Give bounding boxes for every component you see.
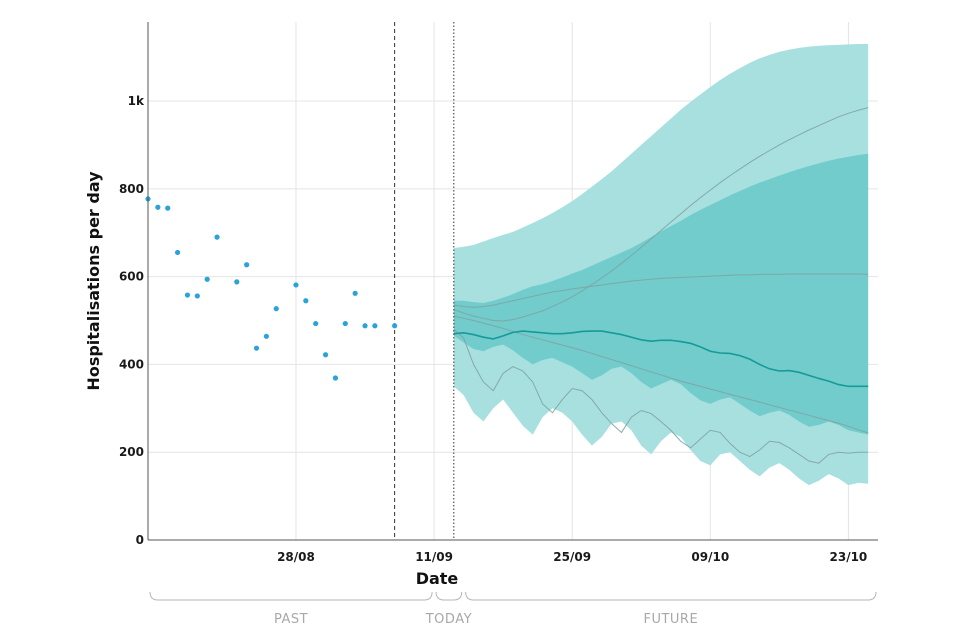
reference-lines [394, 22, 455, 540]
x-axis-title: Date [416, 569, 459, 588]
y-tick-label: 600 [119, 270, 144, 284]
y-tick-label: 0 [136, 533, 144, 547]
observed-point [174, 249, 181, 256]
observed-point [165, 205, 171, 211]
period-brace [149, 591, 433, 601]
observed-point [253, 345, 260, 351]
scenario-lower-line [453, 328, 869, 464]
observed-point [392, 323, 398, 329]
scenario-high-line [453, 107, 869, 322]
scenario-mid-line [453, 273, 869, 308]
observed-point [342, 320, 348, 327]
observed-points [145, 196, 398, 381]
period-brace [465, 591, 877, 601]
observed-point [234, 279, 240, 285]
x-tick-label: 25/09 [553, 550, 591, 564]
observed-point [244, 262, 250, 268]
tick-labels: 0 200 400 600 800 1k 28/08 11/09 25/09 09/10 23/10 [119, 94, 867, 564]
period-label: TODAY [425, 612, 472, 627]
observed-point [273, 306, 279, 312]
observed-point [293, 282, 299, 288]
inner-uncertainty-band [453, 153, 869, 435]
x-tick-label: 23/10 [830, 550, 868, 564]
observed-point [194, 293, 200, 299]
y-tick-label: 1k [128, 94, 145, 108]
x-tick-label: 11/09 [415, 550, 453, 564]
y-axis-title: Hospitalisations per day [84, 171, 103, 391]
y-tick-label: 800 [119, 182, 144, 196]
axes [147, 22, 878, 541]
observed-point [184, 292, 191, 298]
observed-point [372, 323, 378, 329]
x-tick-label: 09/10 [691, 550, 729, 564]
observed-point [263, 333, 269, 339]
observed-point [362, 323, 368, 329]
observed-point [332, 375, 339, 381]
scenario-low-line [453, 315, 869, 434]
observed-point [204, 276, 210, 282]
observed-point [214, 234, 220, 240]
y-tick-label: 400 [119, 357, 144, 371]
period-label: PAST [274, 612, 308, 627]
observed-point [322, 352, 329, 358]
observed-point [155, 204, 161, 210]
observed-point [303, 298, 309, 304]
period-brace [435, 591, 463, 601]
period-braces: PAST TODAY FUTURE [149, 591, 877, 627]
period-label: FUTURE [643, 612, 698, 627]
observed-point [313, 320, 319, 327]
x-tick-label: 28/08 [277, 550, 315, 564]
forecast-lines [453, 107, 869, 464]
y-tick-label: 200 [119, 445, 144, 459]
median-line [453, 330, 869, 388]
forecast-bands [453, 43, 869, 486]
observed-point [352, 290, 358, 296]
